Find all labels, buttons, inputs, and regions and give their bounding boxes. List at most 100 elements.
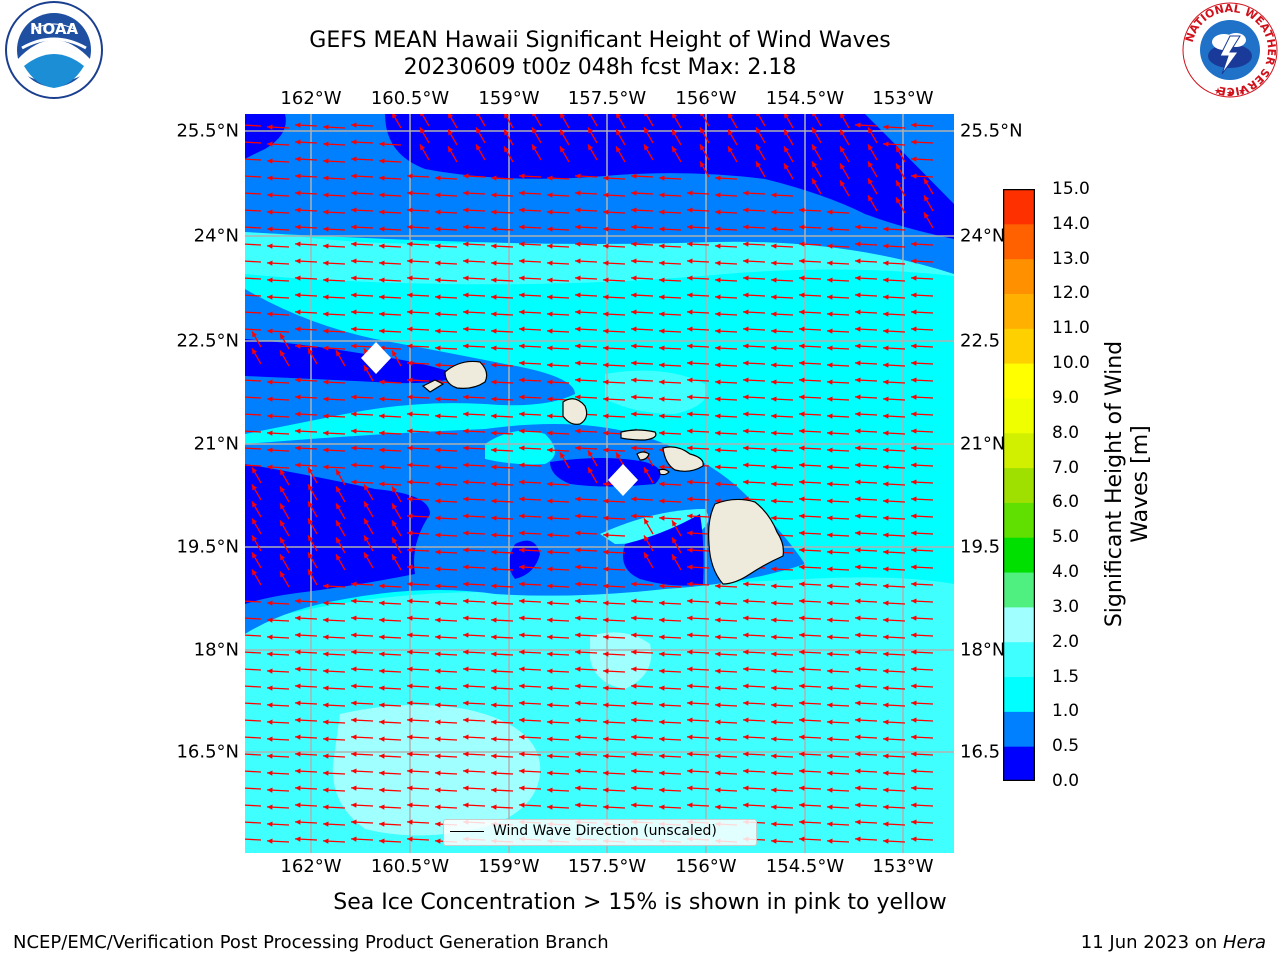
wave-direction-arrow [518,700,542,706]
wave-direction-arrow [462,564,486,570]
wave-direction-arrow [350,428,374,434]
wave-direction-arrow [322,702,346,708]
wave-direction-arrow [363,518,374,535]
wave-direction-arrow [826,583,850,589]
wave-direction-arrow [294,717,318,723]
wave-direction-arrow [826,804,850,810]
wave-direction-arrow [882,651,906,657]
wave-direction-arrow [574,207,598,213]
wave-direction-arrow [504,114,514,129]
wave-direction-arrow [854,768,878,774]
wave-direction-arrow [518,751,542,757]
wave-direction-arrow [378,243,402,249]
wave-direction-arrow [882,770,906,776]
colorbar-label: Significant Height of Wind Waves [m] [1102,340,1153,628]
wave-direction-arrow [867,127,878,144]
wave-direction-arrow [378,141,402,147]
wave-direction-arrow [546,430,570,436]
wave-direction-arrow [686,190,710,196]
wave-direction-arrow [546,481,570,487]
map-panel [245,114,954,853]
wave-direction-arrow [630,207,654,213]
wave-direction-arrow [475,127,486,144]
wave-direction-arrow [279,571,290,588]
wave-direction-arrow [406,445,430,451]
wave-direction-arrow [714,719,738,725]
wave-direction-arrow [490,379,514,385]
wave-direction-arrow [854,122,878,128]
wave-direction-arrow [294,683,318,689]
wave-direction-arrow [322,277,346,283]
wave-direction-arrow [434,753,458,759]
wave-direction-arrow [378,413,402,419]
wave-direction-arrow [462,292,486,298]
wave-direction-arrow [322,141,346,147]
wave-direction-arrow [882,413,906,419]
wave-direction-arrow [686,802,710,808]
wave-direction-arrow [826,770,850,776]
wave-direction-arrow [266,260,290,266]
wave-direction-arrow [798,615,822,621]
wave-direction-arrow [588,114,598,127]
wave-direction-arrow [307,348,318,365]
wave-direction-arrow [406,360,430,366]
wave-direction-arrow [671,146,682,163]
wave-direction-arrow [686,326,710,332]
wave-direction-arrow [251,484,262,501]
wave-direction-arrow [574,581,598,587]
wave-direction-arrow [266,464,290,470]
wave-direction-arrow [644,114,654,127]
wave-direction-arrow [363,535,374,552]
wave-direction-arrow [854,683,878,689]
wave-direction-arrow [882,515,906,521]
wave-direction-arrow [406,343,430,349]
wave-direction-arrow [798,632,822,638]
bottom-lon-label: 156°W [675,856,737,877]
wave-direction-arrow [882,736,906,742]
wave-direction-arrow [602,277,626,283]
wave-direction-arrow [714,260,738,266]
wave-direction-arrow [854,649,878,655]
wave-direction-arrow [490,702,514,708]
wave-direction-arrow [518,632,542,638]
left-lat-label: 19.5°N [176,536,239,558]
wave-direction-arrow [420,114,430,127]
wave-direction-arrow [434,447,458,453]
wave-direction-arrow [742,598,766,604]
wave-direction-arrow [686,394,710,400]
wave-direction-arrow [574,632,598,638]
wave-direction-arrow [839,180,850,197]
wave-direction-arrow [406,309,430,315]
wave-direction-arrow [307,569,318,586]
wave-direction-arrow [462,734,486,740]
left-lat-label: 22.5°N [176,330,239,352]
wave-direction-arrow [826,226,850,232]
wave-direction-arrow [574,394,598,400]
wave-direction-arrow [350,479,374,485]
wave-direction-arrow [350,445,374,451]
wave-direction-arrow [279,503,290,520]
wave-direction-arrow [294,615,318,621]
wave-direction-arrow [770,787,794,793]
wave-direction-arrow [406,394,430,400]
wave-direction-arrow [462,581,486,587]
wave-direction-arrow [910,768,934,774]
wave-direction-arrow [658,685,682,691]
wave-direction-arrow [910,241,934,247]
wave-direction-arrow [434,413,458,419]
wave-direction-arrow [658,430,682,436]
wave-direction-arrow [335,469,346,486]
wave-direction-arrow [447,146,458,163]
wave-direction-arrow [671,554,682,571]
wave-direction-arrow [546,685,570,691]
chart-title: GEFS MEAN Hawaii Significant Height of W… [309,28,891,53]
wave-direction-arrow [574,700,598,706]
wave-direction-arrow [630,598,654,604]
wave-direction-arrow [266,668,290,674]
wave-direction-arrow [378,702,402,708]
wave-direction-arrow [266,277,290,283]
wave-direction-arrow [714,583,738,589]
wave-direction-arrow [406,615,430,621]
svg-text:NOAA: NOAA [30,20,79,38]
wave-height-map [245,114,954,853]
